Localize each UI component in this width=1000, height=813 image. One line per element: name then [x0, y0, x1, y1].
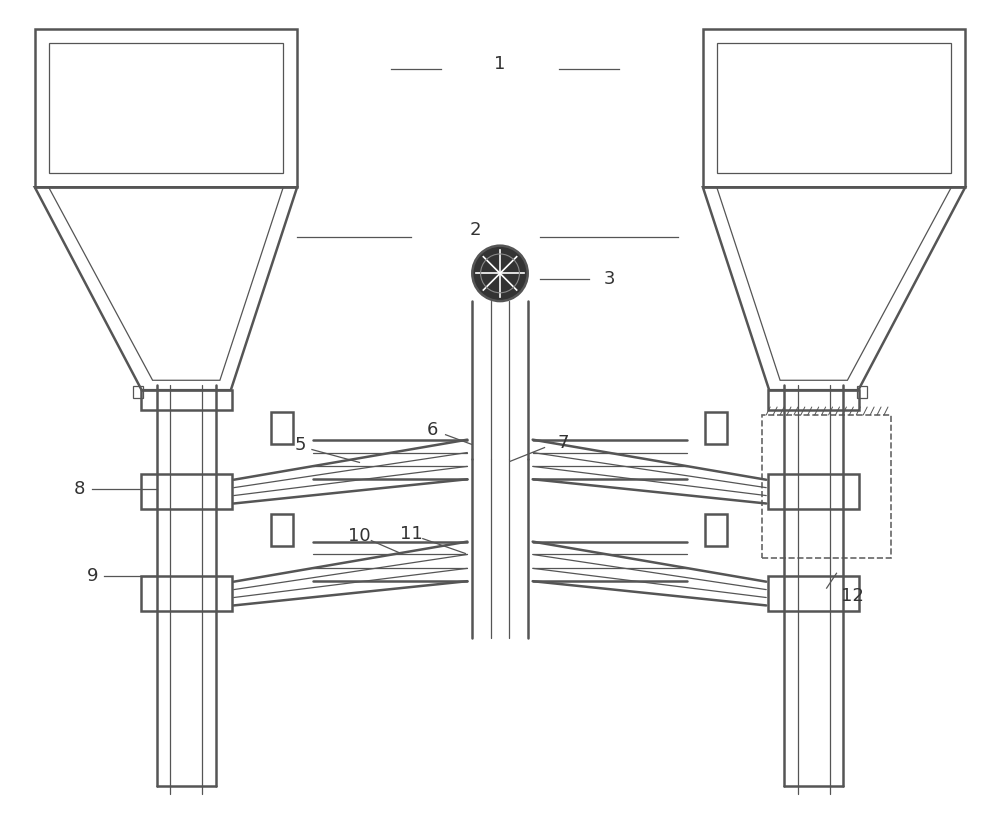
Text: 11: 11 — [400, 524, 422, 543]
Text: 5: 5 — [294, 436, 306, 454]
Text: 10: 10 — [348, 527, 371, 545]
Bar — [768, 576, 859, 611]
Bar — [35, 29, 297, 187]
Bar — [717, 43, 951, 173]
Text: 3: 3 — [604, 270, 615, 289]
Text: 1: 1 — [494, 54, 506, 72]
Bar — [271, 412, 293, 444]
Bar — [705, 514, 727, 546]
Bar — [857, 386, 867, 398]
Bar — [141, 576, 232, 611]
Bar — [705, 412, 727, 444]
Text: 2: 2 — [470, 221, 481, 239]
Bar — [703, 29, 965, 187]
Text: 9: 9 — [86, 567, 98, 585]
Text: 6: 6 — [427, 421, 438, 439]
Text: 7: 7 — [557, 433, 569, 452]
Bar — [133, 386, 143, 398]
Bar — [141, 474, 232, 509]
Bar — [49, 43, 283, 173]
Text: 8: 8 — [74, 480, 85, 498]
Bar — [141, 390, 232, 410]
Bar — [768, 390, 859, 410]
Bar — [768, 474, 859, 509]
Circle shape — [472, 246, 528, 301]
Bar — [271, 514, 293, 546]
Text: 12: 12 — [841, 587, 864, 605]
Bar — [762, 415, 891, 559]
